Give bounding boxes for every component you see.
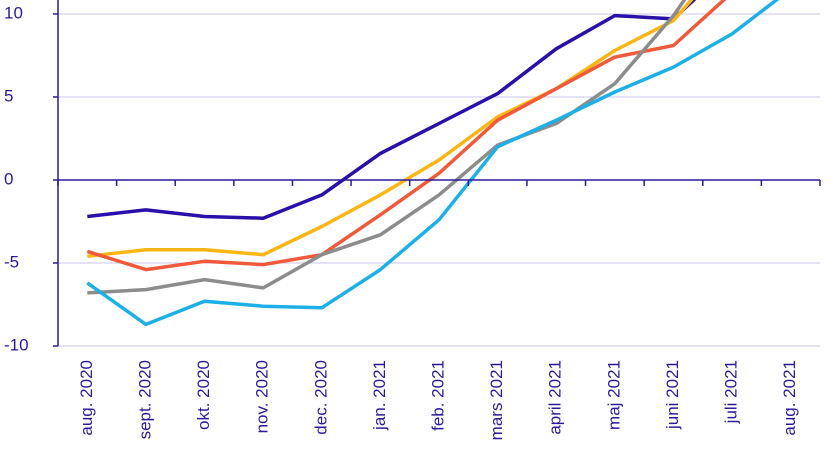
x-tick-label: maj 2021 (604, 360, 623, 430)
series-line (87, 0, 694, 259)
axes: -10 -5 0 5 10 aug. 2020 sept. 2020 okt. 2020 nov… (4, 0, 821, 440)
x-tick-label: sept. 2020 (135, 360, 154, 439)
y-tick-label: 0 (4, 169, 13, 188)
plot-area (86, 0, 780, 327)
y-tick-label: -10 (4, 335, 29, 354)
x-tick-label: feb. 2021 (428, 360, 447, 431)
x-tick-label: aug. 2020 (77, 360, 96, 436)
x-tick-label: juni 2021 (663, 360, 682, 430)
series-line (86, 0, 780, 327)
y-tick-label: 5 (4, 86, 13, 105)
x-tick-label: aug. 2021 (780, 360, 799, 436)
y-tick-label: -5 (4, 252, 19, 271)
series-line (86, 0, 727, 272)
x-tick-label: mars 2021 (487, 360, 506, 440)
x-tick-label: jan. 2021 (370, 360, 389, 431)
x-tick-label: april 2021 (546, 360, 565, 435)
x-tick-label: nov. 2020 (253, 360, 272, 433)
x-tick-label: dec. 2020 (311, 360, 330, 435)
x-tick-label: juli 2021 (722, 360, 741, 424)
y-tick-label: 10 (4, 3, 23, 22)
series-line (87, 0, 687, 295)
x-tick-label: okt. 2020 (194, 360, 213, 430)
